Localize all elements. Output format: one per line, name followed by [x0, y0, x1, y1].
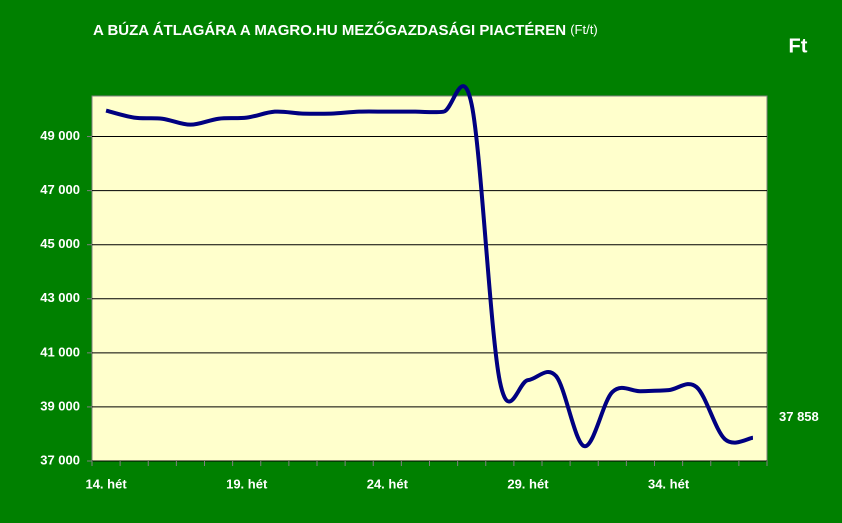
y-tick-label: 43 000 — [40, 290, 80, 305]
y-tick-label: 41 000 — [40, 344, 80, 359]
data-label: 37 858 — [779, 409, 819, 424]
y-tick-label: 37 000 — [40, 452, 80, 467]
x-tick-label: 19. hét — [226, 476, 268, 491]
plot-area — [91, 95, 768, 462]
chart-title: A BÚZA ÁTLAGÁRA A MAGRO.HU MEZŐGAZDASÁGI… — [93, 21, 598, 39]
title-unit: (Ft/t) — [570, 22, 597, 37]
x-tick-label: 14. hét — [85, 476, 127, 491]
y-tick-label: 47 000 — [40, 182, 80, 197]
y-tick-label: 45 000 — [40, 236, 80, 251]
x-tick-label: 24. hét — [367, 476, 409, 491]
title-main: A BÚZA ÁTLAGÁRA A MAGRO.HU MEZŐGAZDASÁGI… — [93, 21, 566, 39]
x-tick-label: 29. hét — [507, 476, 549, 491]
y-tick-label: 39 000 — [40, 398, 80, 413]
y-axis-label: Ft — [789, 35, 808, 57]
y-tick-label: 49 000 — [40, 128, 80, 143]
x-tick-label: 34. hét — [648, 476, 690, 491]
series-line — [105, 84, 754, 449]
